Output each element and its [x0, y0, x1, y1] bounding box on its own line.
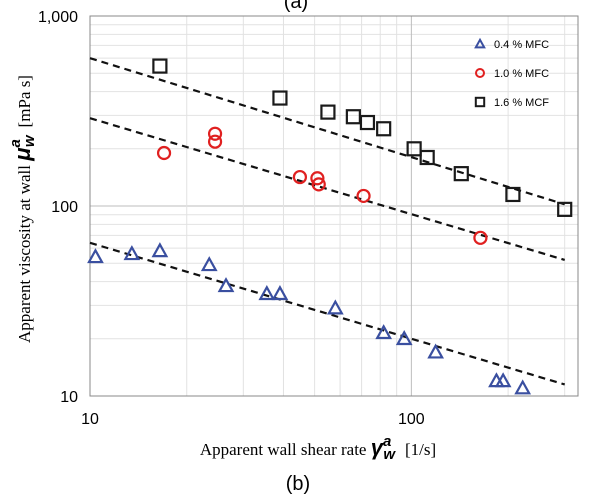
top-panel-label: (a) [284, 0, 308, 13]
point-mfc-04 [427, 343, 445, 359]
y-axis-symbol: μ [10, 147, 35, 161]
point-mfc-04 [217, 277, 235, 293]
plot-frame [89, 15, 579, 397]
point-mcf-16 [453, 166, 469, 182]
legend-label-mfc-10: 1.0 % MFC [494, 68, 549, 80]
x-tick-labels: 10 100 [81, 411, 425, 428]
legend-label-mfc-04: 0.4 % MFC [494, 39, 549, 51]
x-axis-subscript: w [383, 446, 396, 463]
point-mfc-04 [395, 330, 413, 346]
y-tick-label: 10 [60, 389, 78, 406]
point-mfc-04 [200, 256, 218, 272]
trend-line-mcf-16 [89, 57, 566, 206]
point-mfc-10 [356, 188, 371, 204]
y-tick-labels: 10 100 1,000 [38, 9, 78, 406]
legend-label-mcf-16: 1.6 % MCF [494, 97, 549, 109]
point-mfc-04 [271, 285, 289, 301]
point-mcf-16 [505, 186, 521, 203]
point-mfc-10 [207, 134, 223, 149]
x-axis-superscript: a [383, 433, 391, 450]
grid [89, 16, 578, 397]
x-axis-symbol: γ [371, 435, 385, 460]
y-tick-label: 1,000 [38, 9, 78, 26]
y-axis-subscript: w [21, 134, 38, 147]
y-axis-label-prefix: Apparent viscosity at wall [15, 161, 34, 343]
point-mfc-04 [494, 372, 512, 388]
point-mcf-16 [272, 90, 288, 106]
legend-marker-mfc-10 [475, 68, 485, 78]
x-tick-label: 100 [398, 411, 425, 428]
y-tick-label: 100 [51, 199, 78, 216]
point-mcf-16 [345, 109, 361, 125]
point-mfc-04 [375, 324, 393, 340]
point-mfc-04 [514, 379, 532, 395]
point-mfc-10 [473, 230, 488, 245]
point-mfc-04 [151, 242, 169, 258]
point-mcf-16 [359, 114, 376, 131]
point-mfc-10 [310, 171, 325, 186]
point-mfc-10 [156, 145, 172, 161]
point-mcf-16 [320, 104, 336, 120]
panel-label: (b) [286, 473, 310, 495]
point-mcf-16 [557, 201, 573, 217]
point-mcf-16 [419, 149, 435, 166]
point-mfc-04 [258, 285, 276, 301]
legend-marker-mfc-04 [474, 37, 486, 49]
y-axis-label: Apparent viscosity at wall μaw [mPa s] [7, 75, 38, 343]
point-mcf-16 [152, 58, 168, 74]
trend-line-mfc-10 [89, 117, 566, 262]
x-axis-label: Apparent wall shear rate γa w [1/s] [200, 433, 436, 463]
point-mcf-16 [376, 121, 392, 137]
point-mfc-04 [87, 248, 104, 264]
point-mfc-04 [326, 299, 344, 315]
trend-line-mfc-04 [89, 241, 566, 386]
x-tick-label: 10 [81, 411, 99, 428]
legend: 0.4 % MFC 1.0 % MFC 1.6 % MCF [474, 37, 549, 109]
point-mcf-16 [406, 141, 422, 157]
x-axis-units: [1/s] [405, 440, 436, 459]
y-axis-units: [mPa s] [15, 75, 34, 127]
x-axis-label-prefix: Apparent wall shear rate [200, 440, 371, 459]
y-axis-superscript: a [7, 139, 24, 147]
legend-marker-mcf-16 [474, 96, 486, 108]
data-points [87, 58, 573, 395]
point-mfc-04 [123, 245, 141, 261]
point-mfc-10 [292, 169, 308, 185]
point-mfc-10 [311, 177, 326, 192]
point-mfc-10 [207, 126, 223, 141]
